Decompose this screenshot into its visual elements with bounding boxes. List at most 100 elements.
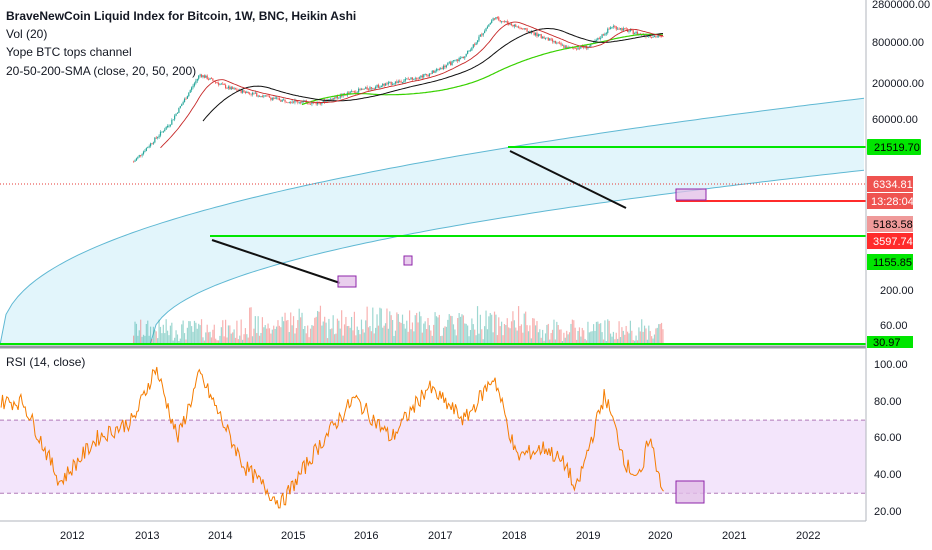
- volume-bar: [583, 330, 585, 345]
- volume-bar: [428, 325, 431, 345]
- box-2015[interactable]: [337, 275, 357, 288]
- candle-body: [547, 37, 549, 41]
- candle-body: [322, 99, 324, 103]
- candle-body: [147, 147, 149, 149]
- price-tag-bottom[interactable]: 30.97: [867, 336, 913, 349]
- volume-bar: [292, 316, 295, 345]
- price-tag-ath[interactable]: 21519.70: [867, 139, 921, 155]
- candle-body: [367, 89, 370, 91]
- price-tag-countdown[interactable]: 13:28:04: [867, 193, 914, 209]
- volume-bar: [314, 317, 316, 345]
- volume-bar: [648, 325, 650, 345]
- candle-body: [459, 57, 462, 59]
- volume-bar: [566, 330, 568, 345]
- volume-bar: [416, 312, 418, 345]
- candle-body: [362, 88, 364, 90]
- volume-bar: [158, 319, 160, 345]
- volume-bar: [501, 321, 503, 345]
- legend-volume[interactable]: Vol (20): [6, 27, 47, 41]
- candle-body: [498, 17, 500, 21]
- rsi-tick-100: 100.00: [874, 359, 908, 371]
- time-axis-panel[interactable]: [0, 522, 932, 550]
- candle-body: [253, 92, 255, 94]
- candle-body: [174, 115, 176, 120]
- volume-bar: [152, 326, 155, 345]
- box-2020[interactable]: [675, 188, 707, 201]
- volume-bar: [367, 327, 370, 345]
- downtrend-line-2018[interactable]: [509, 150, 627, 209]
- volume-bar: [544, 333, 547, 345]
- volume-bar: [409, 310, 411, 345]
- box-2016[interactable]: [403, 255, 413, 266]
- candle-body: [471, 47, 473, 51]
- candle-body: [155, 137, 157, 139]
- volume-bar: [254, 316, 256, 345]
- rsi-line: [0, 366, 664, 509]
- volume-bar: [181, 324, 183, 345]
- legend-rsi[interactable]: RSI (14, close): [6, 355, 85, 369]
- volume-bar: [154, 330, 156, 345]
- rsi-tick-80: 80.00: [874, 396, 902, 408]
- candle-body: [375, 86, 377, 89]
- legend-sma[interactable]: 20-50-200-SMA (close, 20, 50, 200): [6, 64, 196, 78]
- price-tag-sma[interactable]: 5183.58: [867, 216, 913, 232]
- volume-bar: [588, 332, 590, 345]
- candle-body: [506, 21, 508, 24]
- volume-bar: [365, 320, 367, 345]
- volume-bar: [556, 321, 558, 345]
- volume-bar: [646, 339, 648, 345]
- rsi-box-2020[interactable]: [675, 480, 705, 504]
- candle-body: [597, 38, 599, 41]
- candle-body: [212, 78, 214, 81]
- volume-bar: [390, 315, 392, 345]
- candle-body: [601, 34, 603, 38]
- volume-bar: [631, 330, 633, 345]
- candle-body: [543, 36, 545, 39]
- candle-body: [284, 99, 286, 102]
- candle-body: [267, 95, 269, 97]
- volume-bar: [151, 339, 153, 345]
- volume-bar: [300, 317, 302, 345]
- volume-bar: [561, 340, 564, 345]
- volume-bar: [233, 329, 235, 345]
- volume-bar: [175, 330, 177, 345]
- volume-bar: [457, 318, 459, 345]
- candle-body: [240, 89, 242, 93]
- legend-title[interactable]: BraveNewCoin Liquid Index for Bitcoin, 1…: [6, 9, 356, 23]
- volume-bar: [502, 335, 504, 345]
- candle-body: [397, 81, 399, 83]
- candle-body: [360, 88, 363, 90]
- candle-body: [186, 96, 188, 99]
- candle-body: [223, 83, 225, 85]
- price-tag-last[interactable]: 6334.81: [867, 176, 913, 192]
- candle-body: [488, 24, 490, 27]
- candle-body: [416, 78, 418, 80]
- volume-bar: [196, 328, 198, 345]
- candle-body: [505, 21, 507, 22]
- price-tag-2013-top[interactable]: 1155.85: [867, 254, 913, 270]
- volume-bar: [258, 335, 261, 345]
- candle-body: [618, 28, 620, 30]
- volume-bar: [560, 329, 562, 345]
- candle-body: [151, 143, 153, 145]
- candle-body: [191, 87, 193, 91]
- legend-channel[interactable]: Yope BTC tops channel: [6, 45, 132, 59]
- candle-body: [216, 82, 218, 83]
- candle-body: [433, 70, 435, 73]
- volume-bar: [353, 311, 355, 345]
- volume-bar: [576, 339, 578, 345]
- volume-bar: [249, 307, 251, 345]
- price-tag-red-level[interactable]: 3597.74: [867, 233, 913, 249]
- volume-bar: [406, 320, 408, 345]
- candle-body: [384, 83, 387, 86]
- volume-bar: [625, 325, 627, 345]
- volume-bar: [615, 332, 617, 345]
- volume-bar: [183, 333, 186, 345]
- volume-bar: [383, 325, 385, 345]
- candle-body: [577, 47, 579, 50]
- downtrend-line-2014[interactable]: [211, 239, 341, 284]
- volume-bar: [638, 327, 640, 345]
- volume-bar: [628, 333, 630, 345]
- volume-bar: [363, 332, 365, 345]
